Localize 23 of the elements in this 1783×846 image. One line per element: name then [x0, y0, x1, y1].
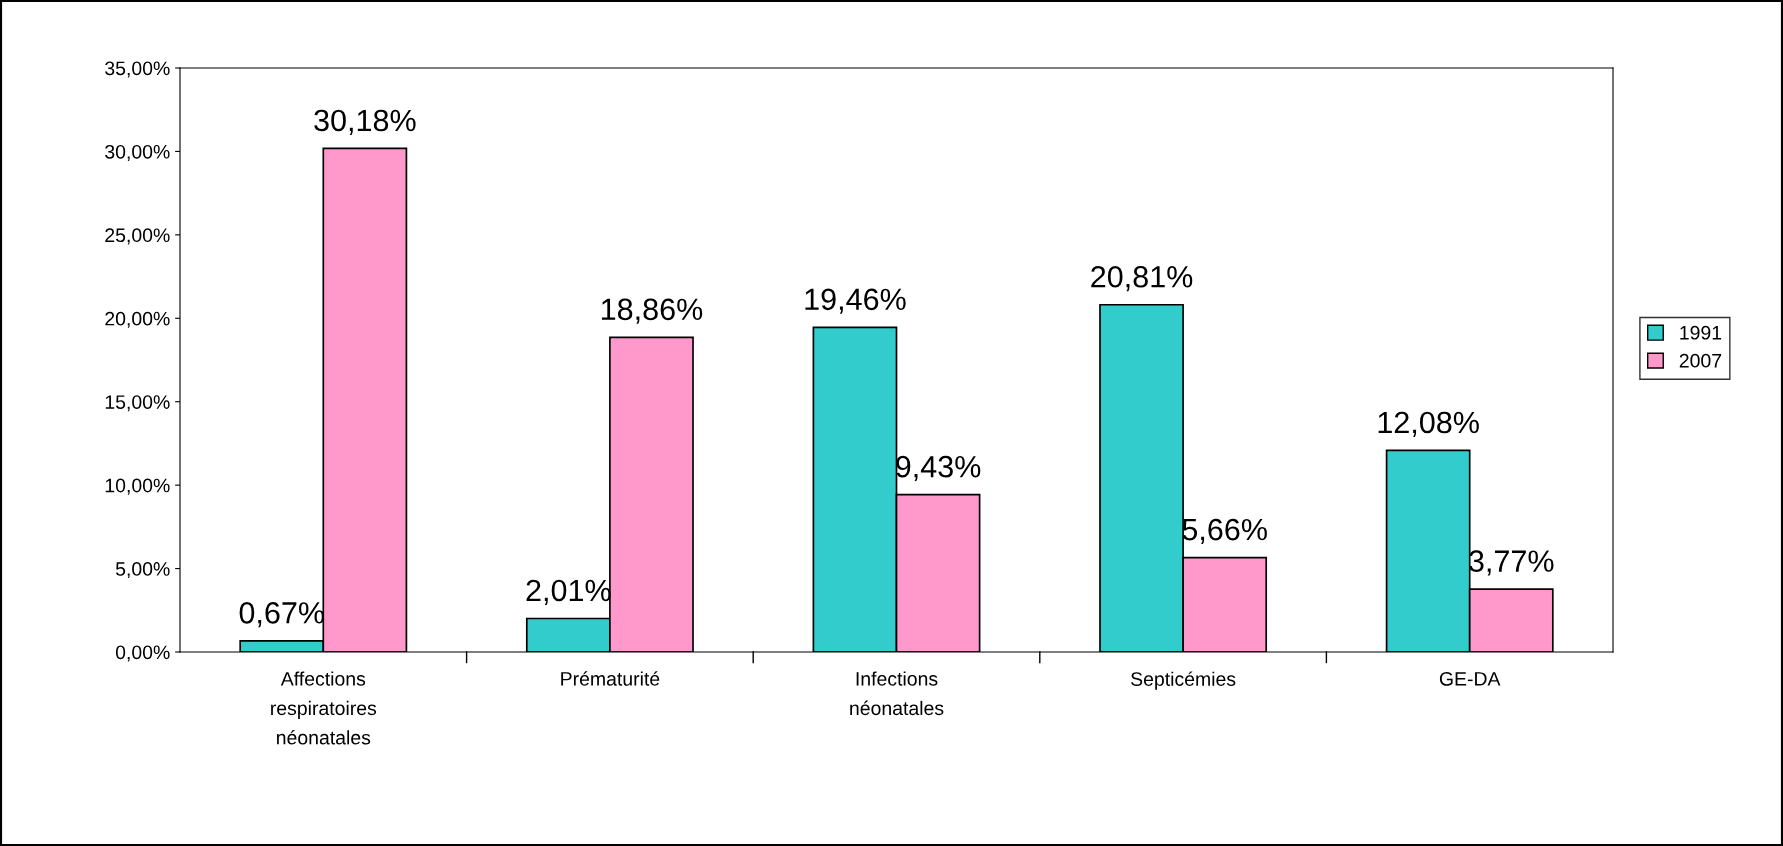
x-tick-label: Infections néonatales [850, 671, 944, 716]
data-label: 19,46% [805, 288, 906, 314]
data-label: 3,77% [1469, 550, 1554, 576]
y-tick-label: 15,00% [105, 395, 170, 412]
data-label: 0,67% [239, 602, 324, 628]
data-label: 20,81% [1091, 265, 1193, 292]
x-tick-label: Affections respiratoires néonatales [271, 671, 377, 745]
y-tick-label: 0,00% [115, 645, 170, 662]
data-label: 12,08% [1378, 411, 1479, 437]
data-label: 9,43% [896, 455, 981, 482]
y-tick-label: 25,00% [105, 228, 170, 245]
data-label: 18,86% [601, 298, 703, 324]
x-tick-label: Septicémies [1131, 671, 1236, 690]
y-tick-label: 5,00% [115, 562, 170, 579]
x-tick-label: GE-DA [1439, 671, 1501, 686]
legend-label: 2007 [1679, 353, 1722, 368]
y-tick-label: 30,00% [105, 144, 170, 161]
legend-label: 1991 [1680, 325, 1722, 340]
y-tick-label: 10,00% [105, 478, 170, 495]
data-label: 30,18% [314, 109, 416, 135]
x-tick-label: Prématurité [561, 671, 660, 686]
y-tick-label: 35,00% [105, 61, 170, 78]
y-tick-label: 20,00% [105, 311, 170, 328]
